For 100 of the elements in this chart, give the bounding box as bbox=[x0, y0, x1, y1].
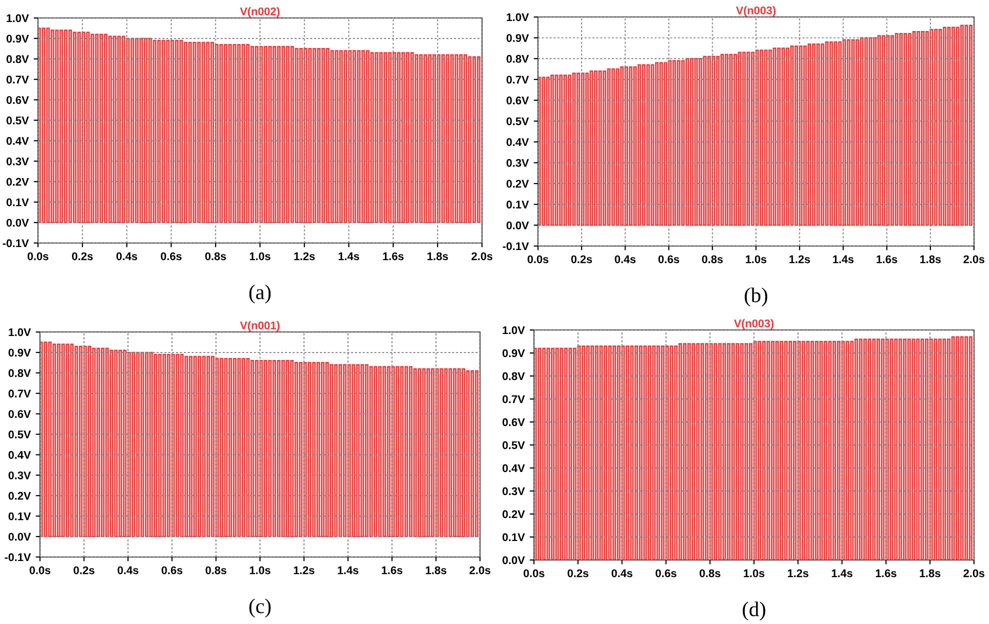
bar bbox=[655, 62, 659, 226]
x-tick-label: 1.2s bbox=[788, 569, 808, 578]
y-tick-label: 0.5V bbox=[6, 116, 29, 124]
bar bbox=[112, 36, 116, 224]
bar bbox=[286, 46, 290, 224]
bar bbox=[938, 28, 942, 226]
bar bbox=[703, 56, 706, 226]
bar bbox=[374, 52, 378, 224]
bar bbox=[72, 32, 76, 224]
bar bbox=[594, 70, 598, 226]
bar bbox=[729, 54, 733, 226]
x-tick-label: 1.2s bbox=[789, 255, 810, 264]
bar bbox=[890, 35, 894, 226]
bar bbox=[237, 358, 241, 538]
bar bbox=[846, 39, 850, 226]
bar bbox=[628, 66, 632, 226]
bar bbox=[585, 72, 589, 226]
bar bbox=[281, 360, 285, 538]
bar bbox=[952, 26, 956, 226]
bar bbox=[294, 362, 298, 538]
y-tick-label: 0.6V bbox=[8, 410, 31, 418]
bar bbox=[219, 44, 223, 224]
bar bbox=[452, 368, 456, 538]
bar bbox=[856, 39, 860, 226]
y-tick-label: 0.9V bbox=[6, 34, 29, 43]
bar bbox=[812, 43, 816, 226]
bar bbox=[611, 68, 615, 226]
bar bbox=[446, 54, 450, 224]
x-tick-label: 0.8s bbox=[702, 255, 723, 264]
bar bbox=[672, 60, 676, 226]
y-tick-label: 0.9V bbox=[502, 349, 525, 358]
bar bbox=[136, 352, 140, 538]
bar bbox=[360, 364, 364, 538]
x-tick-label: 0.8s bbox=[206, 566, 226, 574]
y-tick-label: 0.1V bbox=[502, 533, 525, 542]
bar bbox=[149, 352, 153, 538]
y-tick-label: 0.9V bbox=[8, 348, 31, 357]
x-tick-label: 0.2s bbox=[571, 255, 592, 264]
y-tick-label: 0.2V bbox=[6, 178, 29, 186]
bar bbox=[564, 74, 567, 226]
bar bbox=[202, 42, 206, 224]
bar bbox=[426, 368, 430, 538]
bar bbox=[838, 41, 842, 226]
bar bbox=[464, 54, 468, 224]
bar bbox=[868, 37, 872, 226]
bar bbox=[450, 54, 454, 224]
bar bbox=[686, 58, 690, 226]
x-tick-label: 0.0s bbox=[528, 255, 548, 264]
bar bbox=[60, 30, 64, 224]
y-tick-label: 0.8V bbox=[6, 55, 29, 64]
bar bbox=[312, 48, 316, 224]
bar bbox=[877, 35, 881, 226]
y-tick-label: 0.7V bbox=[502, 395, 525, 404]
y-tick-label: 0.3V bbox=[6, 157, 29, 166]
bar bbox=[78, 346, 82, 538]
y-tick-label: 1.0V bbox=[8, 328, 31, 336]
bar bbox=[184, 356, 188, 538]
bar bbox=[646, 64, 650, 226]
bar bbox=[620, 66, 624, 226]
bar bbox=[322, 48, 326, 224]
bar bbox=[834, 41, 838, 226]
y-tick-label: 0.1V bbox=[8, 512, 31, 520]
x-axis-title: (c) bbox=[249, 598, 271, 618]
bar bbox=[428, 54, 432, 224]
bar bbox=[904, 33, 908, 226]
bar bbox=[166, 354, 170, 538]
bar bbox=[294, 48, 298, 224]
bar bbox=[676, 60, 680, 226]
bar bbox=[559, 74, 563, 226]
bar bbox=[397, 52, 400, 224]
bar bbox=[616, 68, 620, 226]
y-tick-label: 0.0V bbox=[502, 556, 525, 564]
bar bbox=[969, 24, 972, 226]
bar bbox=[408, 366, 412, 538]
x-axis-title: (d) bbox=[742, 602, 766, 620]
bar bbox=[298, 362, 302, 538]
y-tick-label: 0.7V bbox=[8, 390, 31, 398]
bar bbox=[378, 366, 382, 538]
y-tick-label: 0.1V bbox=[6, 198, 29, 206]
bar bbox=[384, 52, 388, 224]
bar bbox=[175, 40, 178, 224]
chart-title: V(n001) bbox=[240, 321, 280, 332]
bar bbox=[325, 362, 329, 538]
bar bbox=[139, 38, 143, 224]
y-tick-label: 0.7V bbox=[506, 76, 529, 84]
bar bbox=[441, 54, 445, 224]
bar bbox=[873, 37, 877, 226]
x-tick-label: 2.0s bbox=[470, 566, 490, 574]
bar bbox=[290, 46, 294, 224]
bar bbox=[925, 30, 929, 226]
bar bbox=[290, 360, 294, 538]
bar bbox=[299, 48, 303, 224]
bar bbox=[158, 354, 162, 538]
bar bbox=[108, 36, 112, 224]
bar bbox=[921, 30, 924, 226]
y-tick-label: 0.0V bbox=[6, 218, 29, 227]
bar bbox=[388, 52, 392, 224]
bar bbox=[268, 360, 272, 538]
bar bbox=[140, 352, 144, 538]
bar bbox=[42, 28, 46, 224]
